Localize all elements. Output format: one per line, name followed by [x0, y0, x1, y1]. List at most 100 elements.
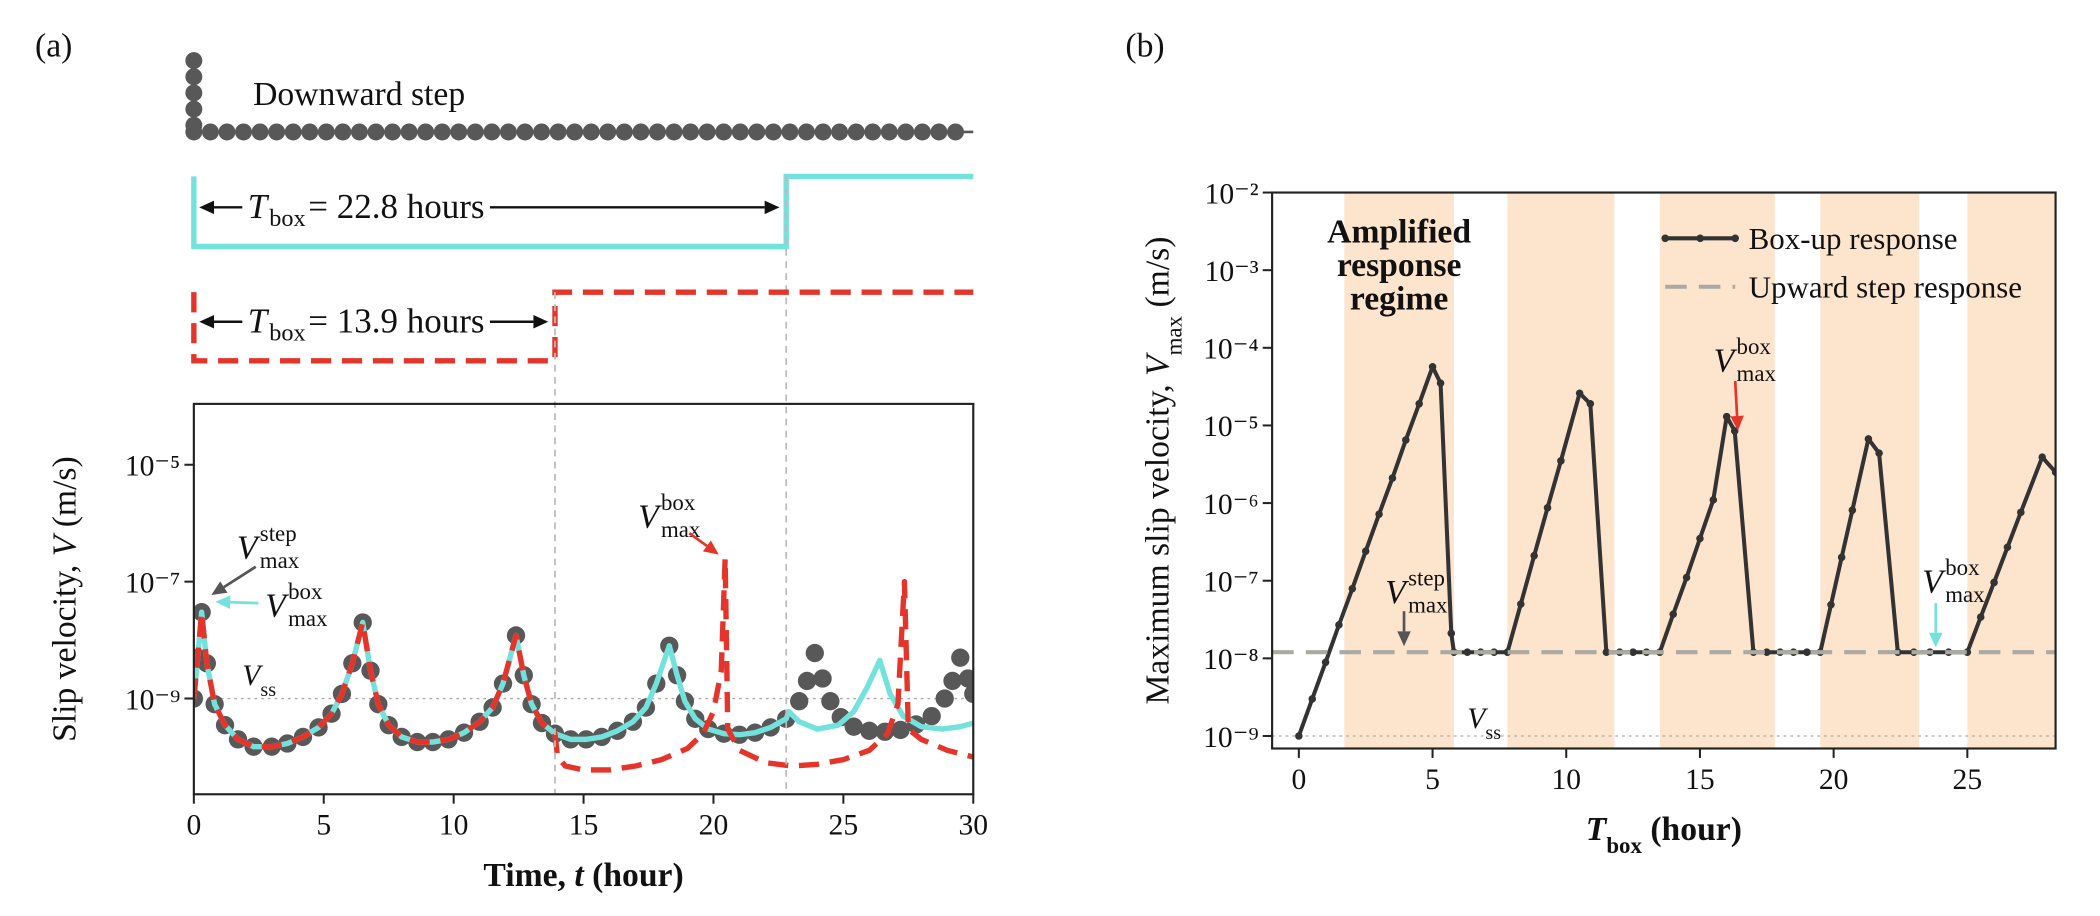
series-marker — [1321, 658, 1330, 667]
y-tick-label: 10⁻⁴ — [1203, 334, 1259, 366]
series-marker — [1848, 506, 1857, 514]
legend-label: Upward step response — [1749, 270, 2022, 305]
series-marker — [1308, 695, 1316, 703]
label-part: V — [1467, 703, 1488, 735]
plot-area — [193, 555, 974, 773]
annotation-sup: box — [661, 490, 696, 515]
box-symbol: T — [248, 302, 270, 341]
y-axis-label: Slip velocity, V (m/s) — [46, 456, 83, 742]
series-marker — [1415, 400, 1423, 408]
series-marker — [1976, 613, 1985, 621]
y-tick-label: 10⁻⁷ — [125, 567, 181, 599]
box-label: = 13.9 hours — [308, 302, 484, 341]
annotation-symbol: V — [265, 588, 289, 625]
step-dot — [185, 84, 203, 102]
label-part: Time, — [483, 857, 574, 894]
box-label: = 22.8 hours — [308, 187, 484, 226]
y-tick-label: 10⁻⁶ — [1203, 489, 1259, 521]
step-label: Downward step — [253, 76, 465, 113]
arrow-head — [211, 581, 228, 596]
box-schematic — [191, 289, 974, 364]
annotation-sub: max — [1945, 582, 1985, 607]
annotation-sup: box — [1945, 555, 1980, 580]
plot-frame — [1271, 191, 2057, 750]
step-dot — [185, 68, 203, 86]
step-dot — [185, 52, 203, 70]
series-marker — [2017, 508, 2025, 517]
series-marker — [1388, 474, 1397, 482]
series-marker — [805, 643, 824, 663]
series-marker — [1827, 601, 1835, 609]
label-part: (hour) — [1642, 811, 1742, 848]
series-marker — [1803, 648, 1811, 656]
series-marker — [1864, 435, 1873, 443]
y-axis-label: Maximum slip velocity, Vmax (m/s) — [1139, 237, 1186, 705]
series-marker — [821, 692, 840, 711]
x-axis-label: Tbox (hour) — [1586, 811, 1742, 858]
y-tick-label: 10⁻⁵ — [1203, 411, 1259, 443]
series-marker — [1530, 551, 1538, 560]
series-marker — [1730, 427, 1739, 435]
x-tick-label: 5 — [1425, 764, 1440, 796]
x-tick-label: 25 — [1953, 764, 1983, 796]
label-part: V — [46, 532, 83, 556]
series-marker — [1517, 600, 1525, 608]
annotation-symbol: V — [638, 499, 662, 536]
label-part: (hour) — [584, 857, 684, 894]
y-tick-label: 10⁻⁹ — [1203, 722, 1259, 754]
series-marker — [1709, 496, 1718, 504]
series-marker — [1682, 573, 1691, 582]
region-label: response — [1337, 247, 1462, 284]
series-marker — [943, 671, 962, 691]
region — [1507, 192, 1615, 749]
x-tick-label: 10 — [439, 810, 469, 842]
arrow-head — [1397, 631, 1411, 647]
x-tick-label: 10 — [1551, 764, 1581, 796]
x-tick-label: 25 — [829, 810, 859, 842]
arrow-head — [702, 540, 719, 555]
panel-label: (a) — [35, 28, 72, 65]
series-marker — [1602, 648, 1611, 656]
plot-frame — [192, 402, 975, 796]
series-marker — [1629, 648, 1637, 656]
series-marker — [860, 721, 879, 740]
series-marker — [964, 684, 974, 704]
y-tick-label: 10⁻³ — [1205, 256, 1259, 288]
annotation-symbol: V — [1385, 574, 1409, 611]
arrow-shaft — [1733, 380, 1739, 417]
y-tick-label: 10⁻⁸ — [1203, 644, 1259, 676]
x-tick-label: 30 — [958, 810, 988, 842]
series-marker — [958, 669, 974, 688]
x-tick-label: 0 — [1291, 764, 1306, 796]
arrow-shaft — [688, 532, 708, 548]
x-tick-label: 20 — [1819, 764, 1849, 796]
series-marker — [1543, 504, 1552, 512]
label-part: V — [1139, 352, 1176, 376]
annotation-sup: box — [288, 579, 323, 604]
series-marker — [1348, 584, 1357, 593]
series-marker — [790, 692, 809, 711]
series-marker — [813, 669, 832, 688]
series-marker — [797, 671, 817, 691]
reference-label: Vss — [242, 660, 276, 701]
label-part: V — [242, 660, 263, 692]
label-part: ss — [1485, 722, 1501, 744]
annotation-sup: box — [1737, 334, 1772, 359]
arrow-head — [199, 315, 215, 329]
series-marker — [1436, 379, 1445, 387]
legend-marker — [1696, 234, 1704, 243]
x-tick-label: 0 — [186, 810, 201, 842]
series-marker — [1575, 389, 1584, 397]
region — [1967, 192, 2056, 749]
legend-marker — [1731, 234, 1739, 243]
y-tick-label: 10⁻⁹ — [125, 684, 181, 716]
series-marker — [891, 720, 910, 740]
series-marker — [2003, 543, 2012, 551]
label-part: (m/s) — [1139, 237, 1176, 316]
region — [1344, 192, 1454, 749]
annotation-symbol: V — [237, 530, 261, 567]
series-marker — [1402, 436, 1410, 444]
series-marker — [1669, 610, 1677, 619]
